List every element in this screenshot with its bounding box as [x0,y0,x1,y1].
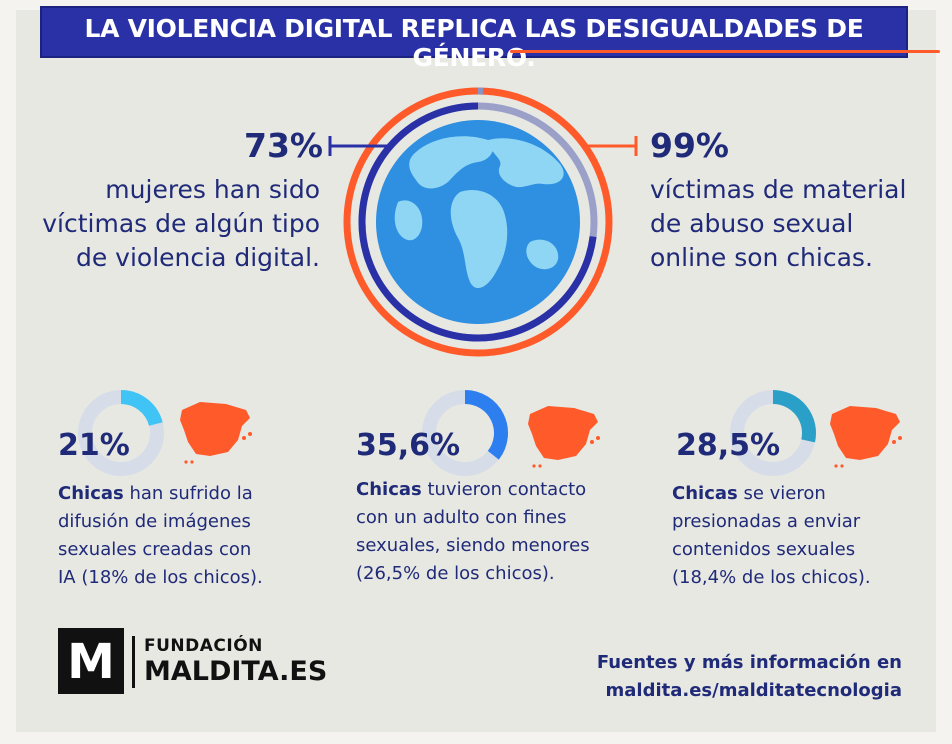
stat-small-1-text: Chicas han sufrido la difusión de imágen… [58,480,328,592]
connector-left [328,136,388,156]
logo-line-2: MALDITA.ES [144,656,328,687]
footer-link[interactable]: maldita.es/malditatecnologia [605,680,903,701]
stat-small-3-line-1: se vieron [737,483,826,504]
header-banner: LA VIOLENCIA DIGITAL REPLICA LAS DESIGUA… [40,6,940,72]
stat-left-line-3: de violencia digital. [75,243,320,272]
donut-1 [78,390,164,476]
stat-small-2-value: 35,6% [356,428,461,463]
connector-right [586,136,638,156]
stat-left-line-1: mujeres han sido [105,175,320,204]
donut-3 [730,390,816,476]
stat-small-3-bold: Chicas [672,483,738,504]
donut-2 [422,390,508,476]
stat-small-1-value: 21% [58,428,130,463]
footer-source-label: Fuentes y más información en [596,652,902,673]
spain-map-icon [180,402,252,464]
stat-right-line-2: de abuso sexual [650,209,854,238]
logo-mark: M [58,628,124,694]
logo-letter: M [67,634,115,690]
stat-small-2-line-3: sexuales, siendo menores [356,535,590,556]
stat-small-1-line-3: sexuales creadas con [58,539,252,560]
globe-icon [376,120,580,324]
globe-graphic [343,87,613,357]
stat-small-2-line-1: tuvieron contacto [421,479,587,500]
spain-map-icon-2 [528,406,600,468]
stat-small-1-line-4: IA (18% de los chicos). [58,567,263,588]
stat-small-3-line-3: contenidos sexuales [672,539,856,560]
logo-line-1: FUNDACIÓN [144,636,263,656]
stat-small-3-line-2: presionadas a enviar [672,511,861,532]
stat-right-line-1: víctimas de material [650,175,907,204]
spain-map-icon-3 [830,406,902,468]
stat-small-1-bold: Chicas [58,483,124,504]
stat-left-value: 73% [244,126,323,165]
stat-small-3-value: 28,5% [676,428,781,463]
banner-title: LA VIOLENCIA DIGITAL REPLICA LAS DESIGUA… [84,14,864,72]
stat-small-2-line-2: con un adulto con fines [356,507,567,528]
logo-divider [132,636,135,688]
banner-underline [510,50,940,53]
stat-small-1-line-1: han sufrido la [123,483,253,504]
stat-small-2-text: Chicas tuvieron contacto con un adulto c… [356,476,626,588]
stat-small-3-text: Chicas se vieron presionadas a enviar co… [672,480,942,592]
stat-small-3-line-4: (18,4% de los chicos). [672,567,871,588]
ring-73-navy [358,102,597,342]
stat-small-2-bold: Chicas [356,479,422,500]
stat-right-value: 99% [650,126,729,165]
stat-small-2-line-4: (26,5% de los chicos). [356,563,555,584]
stat-small-1-line-2: difusión de imágenes [58,511,251,532]
stat-right-line-3: online son chicas. [650,243,873,272]
stat-left-line-2: víctimas de algún tipo [42,209,320,238]
